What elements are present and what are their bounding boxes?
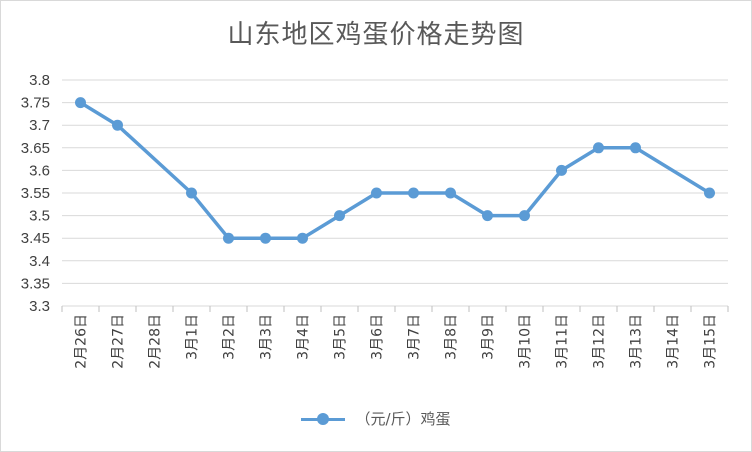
x-tick-label: 3月7日 bbox=[407, 314, 423, 360]
x-tick-label: 3月1日 bbox=[185, 314, 201, 360]
y-tick-label: 3.5 bbox=[29, 208, 50, 225]
legend-swatch bbox=[301, 412, 346, 426]
data-point bbox=[112, 119, 123, 131]
y-tick-label: 3.75 bbox=[21, 95, 50, 112]
chart-title: 山东地区鸡蛋价格走势图 bbox=[227, 20, 525, 50]
x-tick-label: 3月2日 bbox=[222, 314, 238, 360]
data-point bbox=[630, 142, 641, 154]
x-tick-label: 3月4日 bbox=[296, 314, 312, 360]
y-tick-label: 3.45 bbox=[21, 230, 50, 247]
y-tick-label: 3.8 bbox=[29, 72, 50, 89]
y-tick-label: 3.55 bbox=[21, 185, 50, 202]
data-point bbox=[371, 187, 382, 199]
data-point bbox=[260, 232, 271, 244]
data-point bbox=[223, 232, 234, 244]
x-tick-label: 3月15日 bbox=[703, 314, 719, 369]
data-point bbox=[445, 187, 456, 199]
x-tick-label: 2月26日 bbox=[74, 314, 90, 369]
x-tick-label: 3月12日 bbox=[592, 314, 608, 369]
y-tick-label: 3.65 bbox=[21, 140, 50, 157]
x-tick-label: 3月5日 bbox=[333, 314, 349, 360]
x-tick-label: 3月6日 bbox=[370, 314, 386, 360]
legend-label: （元/斤）鸡蛋 bbox=[355, 410, 451, 428]
x-tick-label: 2月28日 bbox=[148, 314, 164, 369]
y-tick-label: 3.3 bbox=[29, 298, 50, 315]
x-tick-label: 3月11日 bbox=[555, 314, 571, 369]
y-tick-label: 3.35 bbox=[21, 275, 50, 292]
y-tick-label: 3.4 bbox=[29, 253, 50, 270]
x-tick-label: 3月10日 bbox=[518, 314, 534, 369]
data-point bbox=[519, 210, 530, 222]
data-point bbox=[186, 187, 197, 199]
series-line bbox=[78, 100, 712, 240]
chart-legend: （元/斤）鸡蛋 bbox=[0, 408, 752, 429]
y-tick-label: 3.7 bbox=[29, 117, 50, 134]
x-tick-label: 3月3日 bbox=[259, 314, 275, 360]
y-tick-label: 3.6 bbox=[29, 162, 50, 179]
data-point bbox=[556, 164, 567, 176]
data-point bbox=[593, 142, 604, 154]
data-point bbox=[408, 187, 419, 199]
x-tick-label: 3月9日 bbox=[481, 314, 497, 360]
data-point bbox=[75, 97, 86, 109]
data-point bbox=[297, 232, 308, 244]
x-tick-label: 2月27日 bbox=[111, 314, 127, 369]
x-tick-label: 3月8日 bbox=[444, 314, 460, 360]
data-point bbox=[482, 210, 493, 222]
data-point bbox=[704, 187, 715, 199]
x-tick-label: 3月13日 bbox=[629, 314, 645, 369]
x-tick-label: 3月14日 bbox=[666, 314, 682, 369]
data-point bbox=[334, 210, 345, 222]
